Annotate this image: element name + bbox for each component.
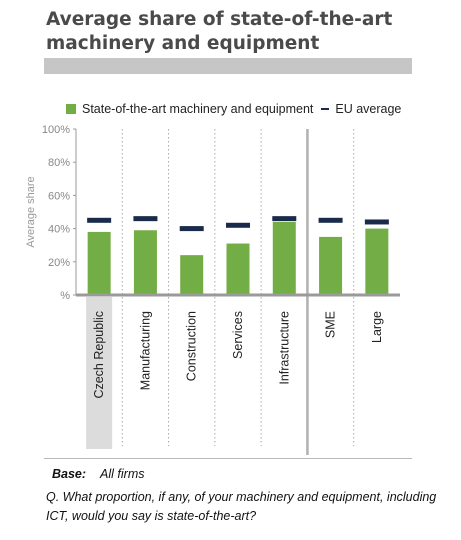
legend-label-average: EU average [335,102,402,116]
eu-average-marker [179,226,204,232]
legend-swatch-average [321,108,330,110]
eu-average-marker [133,216,158,222]
bar [272,221,296,295]
x-tick-label: Infrastructure [277,311,291,385]
legend-swatch-bar [66,104,76,114]
y-tick-label: 40% [48,224,70,236]
bar [319,236,343,295]
y-tick-label: 100% [42,124,70,136]
x-tick-label: Manufacturing [138,311,152,390]
base-label: Base: [52,467,87,481]
bar [226,243,250,295]
highlight-band [86,297,113,449]
eu-average-marker [364,219,389,225]
x-tick-label: Services [231,311,245,359]
title-underline-bar [44,58,412,74]
survey-question: Q. What proportion, if any, of your mach… [46,490,437,523]
base-note: Base: All firms [52,467,145,481]
bar-chart: % 20% 40% 60% 80% 100% Average share Czech Repu… [25,124,400,455]
y-tick-label: % [60,290,70,302]
x-tick-label: Construction [185,311,199,381]
eu-average-marker [272,216,297,222]
y-tick-label: 20% [48,257,70,269]
bar [133,230,157,295]
y-tick-label: 60% [48,190,70,202]
eu-average-marker [318,217,343,223]
x-tick-label: Large [370,311,384,343]
chart-title: Average share of state-of-the-art machin… [46,9,393,54]
y-axis-label: Average share [25,176,37,247]
bar [87,231,111,295]
bar [180,255,204,295]
legend-label-series: State-of-the-art machinery and equipment [82,102,314,116]
footer-divider [44,458,412,459]
y-tick-label: 80% [48,157,70,169]
eu-average-marker [87,217,112,223]
x-tick-label: SME [324,311,338,338]
legend: State-of-the-art machinery and equipment… [66,102,401,116]
base-value: All firms [100,467,145,481]
bar [365,228,389,295]
eu-average-marker [226,222,250,228]
x-tick-label: Czech Republic [92,311,106,399]
